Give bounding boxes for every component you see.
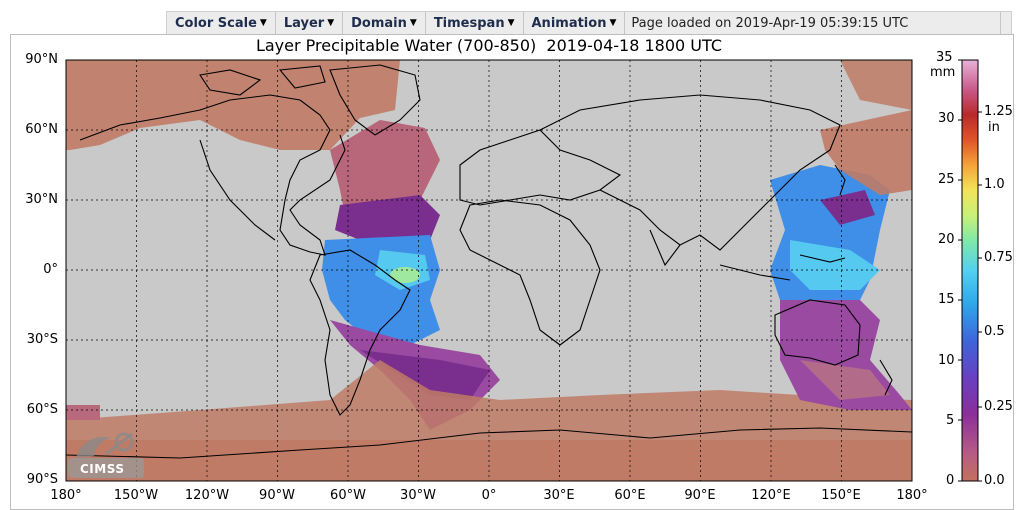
colorbar-in-tick-1-25: 1.25: [984, 104, 1013, 119]
colorbar-mm-tick-20: 20: [938, 232, 955, 247]
colorbar-mm-tick-35: 35: [936, 50, 953, 65]
west-pacific-purple: [820, 190, 875, 225]
toolbar: Color Scale ▼ Layer ▼ Domain ▼ Timespan …: [0, 0, 1022, 35]
colorbar-mm-tick-0: 0: [946, 473, 955, 488]
chevron-down-icon: ▼: [259, 18, 267, 28]
colorbar-in-unit: in: [988, 120, 1000, 135]
colorbar-ticks: [958, 59, 982, 482]
timespan-menu-label: Timespan: [433, 15, 505, 31]
lat-label-30n: 30°N: [25, 192, 58, 207]
chevron-down-icon: ▼: [327, 18, 335, 28]
lat-label-0: 0°: [43, 262, 58, 277]
arctic-north-america-field: [66, 60, 400, 150]
colorbar-mm-unit: mm: [930, 65, 956, 80]
page-loaded-status: Page loaded on 2019-Apr-19 05:39:15 UTC: [631, 15, 909, 31]
coastlines: [66, 64, 912, 459]
toolbar-end: [1000, 12, 1011, 34]
lon-label-120e: 120°E: [751, 488, 791, 503]
lon-label-90e: 90°E: [684, 488, 716, 503]
colorbar-mm-tick-30: 30: [938, 111, 955, 126]
cimss-logo-text: CIMSS: [80, 462, 125, 476]
lon-label-150e: 150°E: [821, 488, 861, 503]
west-pacific-core: [790, 240, 880, 290]
moist-core: [390, 267, 420, 283]
colorbar-in-tick-0-0: 0.0: [984, 473, 1005, 488]
lat-label-30s: 30°S: [26, 332, 58, 347]
colorbar-in-tick-0-5: 0.5: [984, 324, 1005, 339]
colorbar-in-tick-0-25: 0.25: [984, 399, 1013, 414]
lon-label-0: 0°: [481, 488, 497, 503]
colorbar-in-tick-1-0: 1.0: [984, 177, 1005, 192]
bering-field: [840, 60, 912, 110]
timespan-menu[interactable]: Timespan ▼: [426, 12, 524, 34]
animation-menu[interactable]: Animation ▼: [524, 12, 626, 34]
figure-title: Layer Precipitable Water (700-850) 2019-…: [255, 36, 723, 55]
lon-label-90w: 90°W: [259, 488, 295, 503]
color-scale-menu-label: Color Scale: [175, 15, 257, 31]
north-atlantic-field: [330, 120, 440, 215]
color-scale-menu[interactable]: Color Scale ▼: [167, 12, 276, 34]
graticule: [66, 60, 912, 481]
colorbar-mm-tick-5: 5: [946, 413, 955, 428]
chevron-down-icon: ▼: [507, 18, 515, 28]
colorbar-mm-tick-10: 10: [938, 353, 955, 368]
domain-menu[interactable]: Domain ▼: [343, 12, 426, 34]
atlantic-purple-band: [335, 195, 440, 240]
animation-menu-label: Animation: [531, 15, 607, 31]
cimss-logo: [68, 432, 144, 478]
lon-label-30e: 30°E: [543, 488, 575, 503]
lon-label-150w: 150°W: [113, 488, 159, 503]
nw-pacific-field: [820, 110, 912, 195]
chevron-down-icon: ▼: [609, 18, 617, 28]
colorbar-mm-tick-25: 25: [938, 172, 955, 187]
lon-label-30w: 30°W: [400, 488, 436, 503]
south-atlantic-core: [360, 350, 490, 400]
menu-bar: Color Scale ▼ Layer ▼ Domain ▼ Timespan …: [166, 11, 1012, 35]
lat-label-60s: 60°S: [26, 402, 58, 417]
lon-label-60e: 60°E: [614, 488, 646, 503]
chevron-down-icon: ▼: [409, 18, 417, 28]
layer-menu-label: Layer: [283, 15, 325, 31]
colorbar-in-tick-0-75: 0.75: [984, 250, 1013, 265]
layer-menu[interactable]: Layer ▼: [276, 12, 344, 34]
map-frame: [65, 59, 913, 482]
colorbar: [961, 59, 979, 482]
domain-menu-label: Domain: [351, 15, 407, 31]
tasman-field: [800, 360, 890, 400]
lat-label-90n: 90°N: [25, 52, 58, 67]
lon-label-180e: 180°: [896, 488, 928, 503]
colorbar-mm-tick-15: 15: [938, 292, 955, 307]
lon-label-120w: 120°W: [184, 488, 230, 503]
south-pacific-patch: [66, 405, 100, 420]
lon-label-60w: 60°W: [330, 488, 366, 503]
lon-label-180w: 180°: [50, 488, 82, 503]
lat-label-60n: 60°N: [25, 122, 58, 137]
lat-label-90s: 90°S: [26, 472, 58, 487]
